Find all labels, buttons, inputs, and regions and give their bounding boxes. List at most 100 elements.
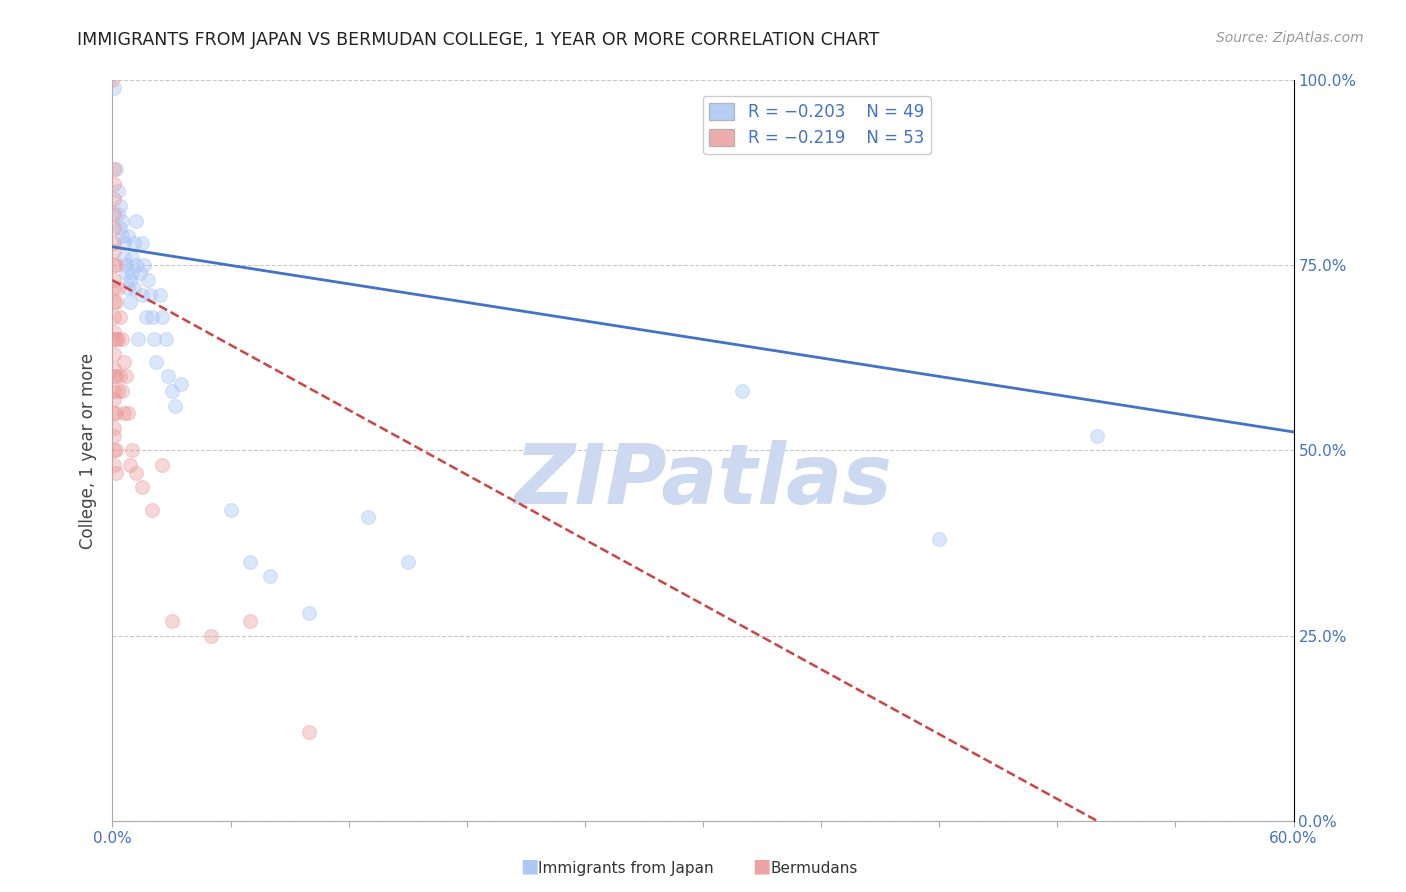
Point: [105, 369, 128, 384]
Point: [396, 555, 419, 569]
Point: [239, 614, 262, 628]
Point: [298, 607, 321, 621]
Point: [120, 458, 142, 473]
Point: [103, 162, 125, 177]
Point: [111, 214, 134, 228]
Point: [107, 184, 129, 198]
Point: [105, 466, 128, 480]
Text: Bermudans: Bermudans: [770, 861, 858, 876]
Point: [103, 236, 125, 251]
Text: Source: ZipAtlas.com: Source: ZipAtlas.com: [1216, 31, 1364, 45]
Point: [103, 325, 125, 339]
Y-axis label: College, 1 year or more: College, 1 year or more: [79, 352, 97, 549]
Point: [165, 399, 187, 413]
Point: [105, 332, 128, 346]
Point: [103, 310, 125, 325]
Point: [121, 266, 143, 280]
Point: [150, 458, 173, 473]
Point: [103, 458, 125, 473]
Point: [121, 251, 143, 265]
Point: [141, 502, 163, 516]
Point: [170, 376, 193, 391]
Point: [103, 362, 125, 376]
Point: [110, 221, 132, 235]
Point: [103, 295, 125, 310]
Point: [122, 236, 145, 251]
Legend: R = −0.203    N = 49, R = −0.219    N = 53: R = −0.203 N = 49, R = −0.219 N = 53: [703, 96, 931, 154]
Point: [125, 214, 148, 228]
Point: [117, 280, 139, 294]
Point: [117, 228, 139, 243]
Point: [259, 569, 281, 583]
Point: [120, 273, 142, 287]
Point: [112, 236, 135, 251]
Point: [112, 354, 135, 368]
Point: [149, 288, 172, 302]
Point: [142, 332, 165, 346]
Point: [156, 369, 179, 384]
Point: [103, 384, 125, 399]
Point: [103, 428, 125, 442]
Point: [928, 533, 950, 547]
Point: [103, 421, 125, 435]
Text: ■: ■: [752, 857, 770, 876]
Point: [127, 332, 149, 346]
Point: [111, 228, 134, 243]
Point: [105, 295, 128, 310]
Point: [200, 628, 222, 642]
Text: IMMIGRANTS FROM JAPAN VS BERMUDAN COLLEGE, 1 YEAR OR MORE CORRELATION CHART: IMMIGRANTS FROM JAPAN VS BERMUDAN COLLEG…: [77, 31, 880, 49]
Point: [155, 332, 177, 346]
Point: [103, 392, 125, 406]
Text: ZIPatlas: ZIPatlas: [515, 440, 891, 521]
Point: [160, 384, 183, 399]
Point: [122, 280, 145, 294]
Point: [103, 280, 125, 294]
Point: [101, 73, 124, 87]
Text: Immigrants from Japan: Immigrants from Japan: [538, 861, 714, 876]
Point: [103, 369, 125, 384]
Point: [110, 199, 132, 213]
Point: [112, 407, 135, 421]
Point: [239, 555, 262, 569]
Point: [112, 251, 135, 265]
Point: [111, 384, 134, 399]
Point: [103, 244, 125, 258]
Point: [135, 310, 157, 325]
Point: [103, 221, 125, 235]
Point: [129, 266, 152, 280]
Point: [132, 259, 155, 273]
Point: [131, 480, 153, 494]
Point: [103, 177, 125, 191]
Point: [107, 280, 129, 294]
Point: [103, 80, 125, 95]
Point: [103, 206, 125, 220]
Point: [141, 310, 163, 325]
Point: [150, 310, 173, 325]
Point: [115, 369, 138, 384]
Point: [1085, 428, 1108, 442]
Point: [103, 192, 125, 206]
Point: [103, 259, 125, 273]
Point: [357, 510, 380, 524]
Point: [115, 259, 138, 273]
Point: [131, 288, 153, 302]
Point: [139, 288, 162, 302]
Point: [103, 407, 125, 421]
Point: [105, 443, 128, 458]
Point: [160, 614, 183, 628]
Text: ■: ■: [520, 857, 538, 876]
Point: [219, 502, 242, 516]
Point: [105, 162, 128, 177]
Point: [125, 259, 148, 273]
Point: [105, 259, 128, 273]
Point: [117, 407, 139, 421]
Point: [121, 443, 143, 458]
Point: [103, 347, 125, 361]
Point: [298, 724, 321, 739]
Point: [107, 332, 129, 346]
Point: [125, 466, 148, 480]
Point: [131, 236, 153, 251]
Point: [145, 354, 167, 368]
Point: [103, 273, 125, 287]
Point: [110, 369, 132, 384]
